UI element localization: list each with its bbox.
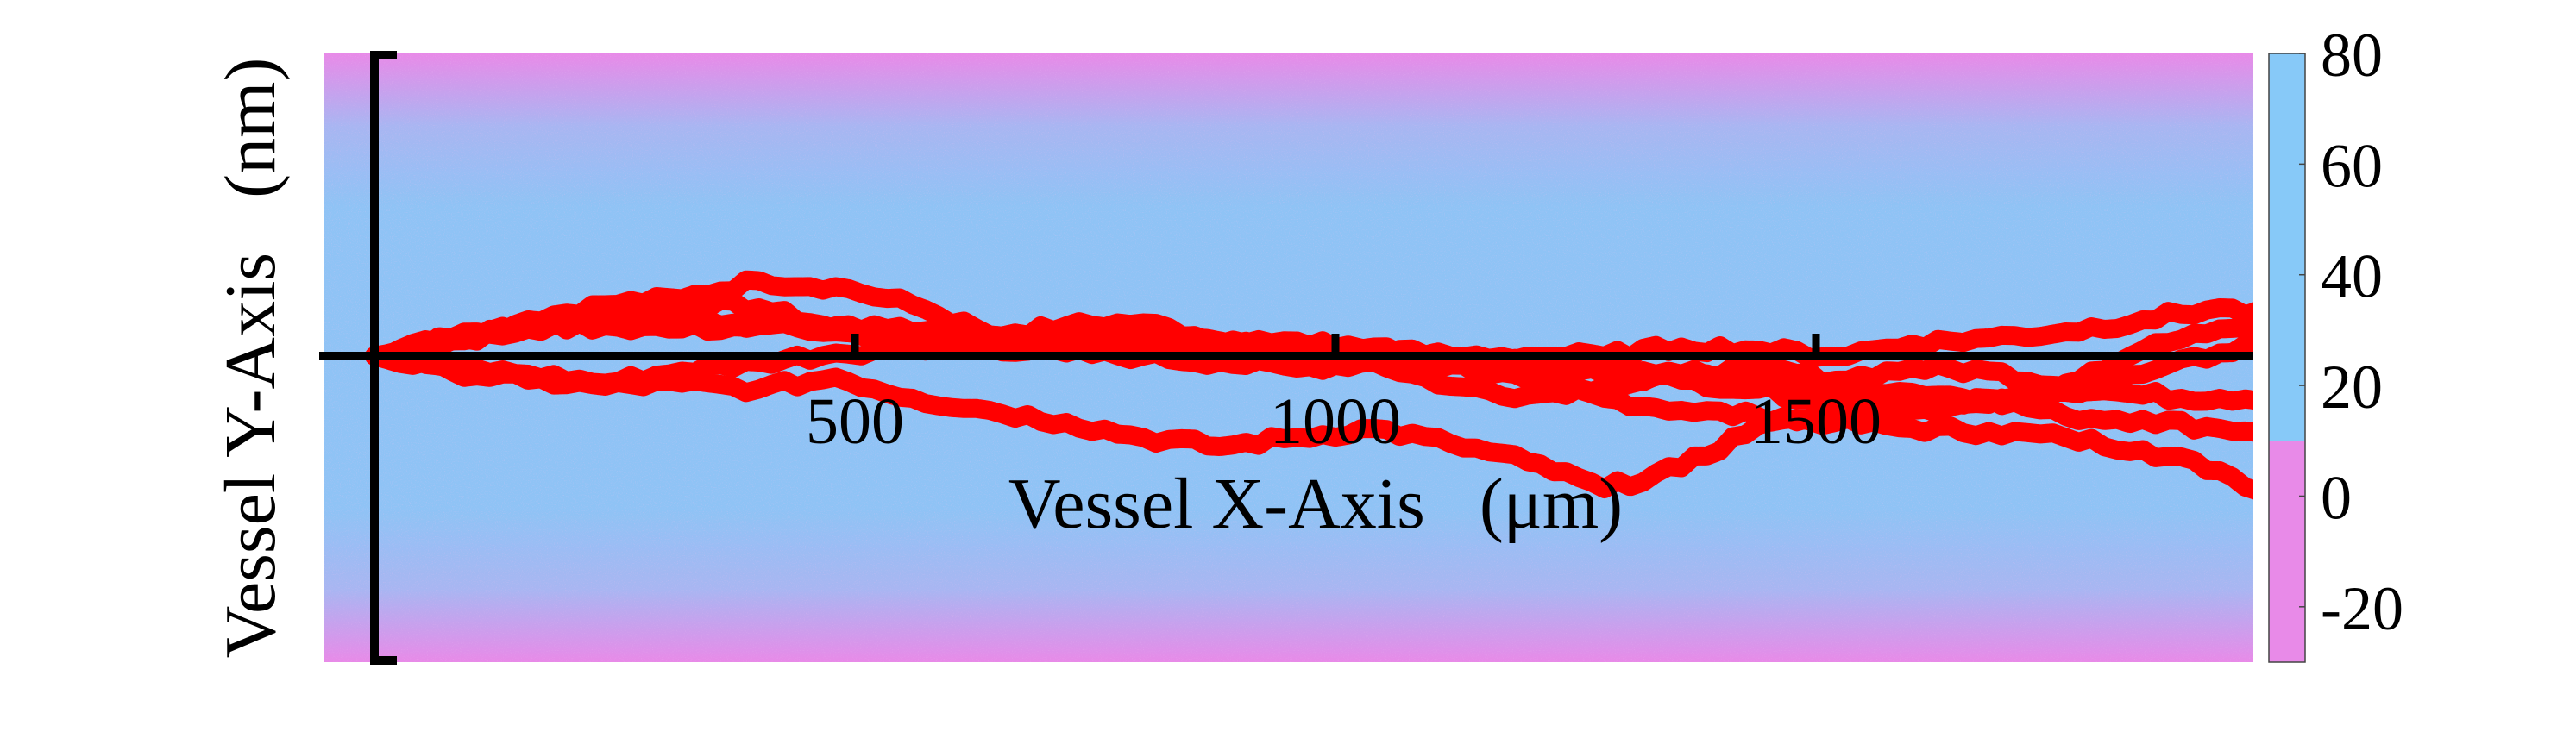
x-tick-label: 1500 — [1750, 385, 1882, 458]
x-axis-label: Vessel X-Axis (μm) — [1008, 464, 1623, 544]
colorbar-ticks: 80 60 40 20 0 -20 — [2299, 21, 2403, 643]
colorbar-tick-label: 40 — [2321, 242, 2383, 311]
colorbar-tick-label: 60 — [2321, 131, 2383, 200]
colorbar-tick-label: 80 — [2321, 21, 2383, 90]
colorbar-tick-label: 20 — [2321, 353, 2383, 422]
x-tick-labels: 500 1000 1500 — [806, 385, 1882, 458]
trajectory-5 — [365, 316, 2253, 498]
x-tick-label: 1000 — [1270, 385, 1401, 458]
colorbar-lower — [2269, 441, 2305, 662]
colorbar-tick-label: -20 — [2321, 574, 2403, 643]
colorbar — [2268, 53, 2306, 663]
colorbar-tick-label: 0 — [2321, 463, 2352, 532]
colorbar-frame — [2268, 53, 2306, 663]
y-axis-label: Vessel Y-Axis (nm) — [210, 58, 291, 659]
x-tick-label: 500 — [806, 385, 904, 458]
colorbar-upper — [2269, 53, 2305, 441]
